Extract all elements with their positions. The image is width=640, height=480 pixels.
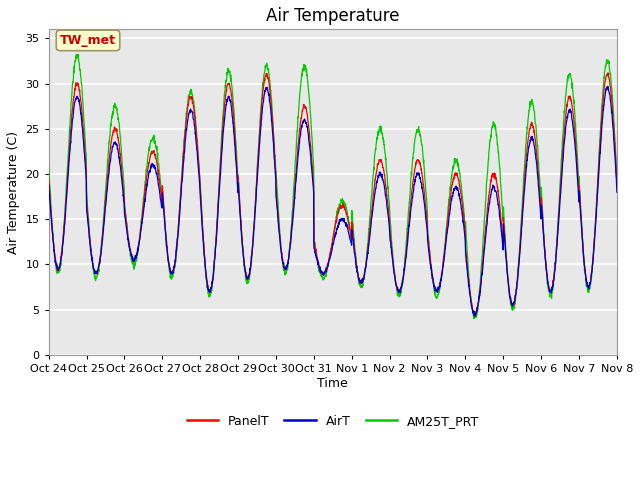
- PanelT: [471, 312, 479, 318]
- Legend: PanelT, AirT, AM25T_PRT: PanelT, AirT, AM25T_PRT: [182, 410, 484, 433]
- AirT: [579, 240, 586, 246]
- PanelT: [45, 175, 52, 180]
- PanelT: [362, 265, 369, 271]
- AM25T_PRT: [362, 263, 370, 268]
- AirT: [349, 237, 357, 242]
- AM25T_PRT: [45, 164, 52, 170]
- AirT: [471, 313, 479, 319]
- AirT: [563, 118, 571, 123]
- Line: AirT: AirT: [49, 86, 617, 316]
- PanelT: [563, 102, 571, 108]
- PanelT: [604, 70, 612, 76]
- AirT: [613, 190, 621, 195]
- PanelT: [204, 279, 211, 285]
- PanelT: [499, 230, 506, 236]
- AM25T_PRT: [563, 80, 571, 86]
- AirT: [604, 84, 612, 89]
- AM25T_PRT: [349, 228, 357, 234]
- AirT: [499, 235, 506, 240]
- Y-axis label: Air Temperature (C): Air Temperature (C): [7, 131, 20, 253]
- Line: PanelT: PanelT: [49, 73, 617, 315]
- AM25T_PRT: [204, 283, 211, 288]
- AirT: [204, 279, 211, 285]
- AM25T_PRT: [499, 205, 506, 211]
- PanelT: [579, 238, 586, 243]
- Title: Air Temperature: Air Temperature: [266, 7, 399, 25]
- PanelT: [613, 182, 621, 188]
- Line: AM25T_PRT: AM25T_PRT: [49, 54, 617, 319]
- AM25T_PRT: [470, 316, 478, 322]
- PanelT: [349, 233, 357, 239]
- AM25T_PRT: [613, 181, 621, 187]
- AirT: [45, 181, 52, 187]
- X-axis label: Time: Time: [317, 377, 348, 390]
- AM25T_PRT: [73, 51, 81, 57]
- Text: TW_met: TW_met: [60, 34, 116, 47]
- AirT: [362, 266, 369, 272]
- AM25T_PRT: [579, 240, 587, 246]
